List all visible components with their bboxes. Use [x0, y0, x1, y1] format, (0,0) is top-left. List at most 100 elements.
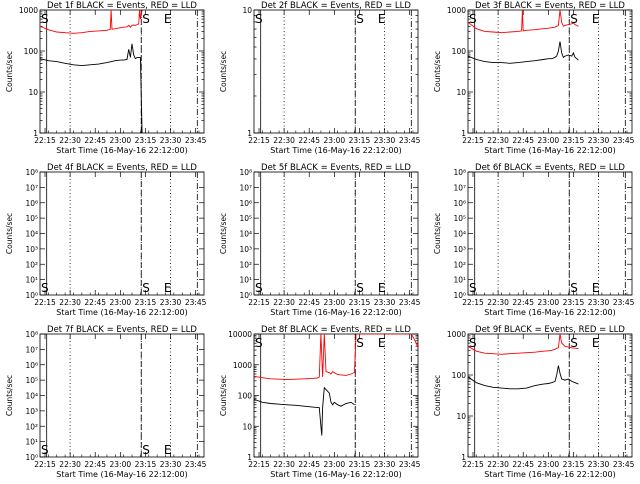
x-tick-label: 23:15 — [135, 460, 157, 469]
x-tick-label: 23:30 — [374, 136, 396, 145]
x-tick-label: 23:45 — [613, 136, 635, 145]
x-tick-label: 23:15 — [349, 298, 371, 307]
end-marker-label: E — [378, 336, 386, 350]
y-tick-label: 10² — [453, 260, 466, 269]
y-axis-label: Counts/sec — [433, 51, 442, 92]
x-axis-label: Start Time (16-May-16 22:12:00) — [484, 146, 615, 155]
start-marker-label: S — [255, 12, 263, 26]
x-tick-label: 22:15 — [248, 460, 270, 469]
x-axis-label: Start Time (16-May-16 22:12:00) — [270, 470, 401, 479]
x-tick-label: 23:15 — [135, 136, 157, 145]
x-tick-label: 22:45 — [84, 298, 106, 307]
x-tick-label: 23:45 — [613, 460, 635, 469]
y-tick-label: 10² — [25, 260, 38, 269]
panel-5: Det 5f BLACK = Events, RED = LLD 10⁰ 10¹ 10… — [219, 163, 421, 317]
y-tick-label: 10⁸ — [453, 168, 466, 177]
panel-9: Det 9f BLACK = Events, RED = LLD 1 10 100 10… — [433, 325, 635, 479]
y-tick-label: 1 — [33, 129, 38, 138]
start-marker-label: S — [41, 443, 49, 457]
panel-title: Det 1f BLACK = Events, RED = LLD — [47, 1, 197, 11]
y-tick-label: 1 — [461, 129, 466, 138]
start-marker-label: S — [255, 281, 263, 295]
panel-4: Det 4f BLACK = Events, RED = LLD 10⁰ 10¹ 10… — [5, 163, 207, 317]
panel-title: Det 8f BLACK = Events, RED = LLD — [261, 325, 411, 335]
panel-title: Det 3f BLACK = Events, RED = LLD — [475, 1, 625, 11]
y-axis-label: Counts/sec — [219, 375, 228, 416]
x-tick-label: 23:45 — [399, 460, 421, 469]
x-axis-label: Start Time (16-May-16 22:12:00) — [484, 470, 615, 479]
y-axis-label: Counts/sec — [433, 213, 442, 254]
start-marker-label: S — [41, 12, 49, 26]
x-tick-label: 22:30 — [273, 136, 295, 145]
x-tick-label: 23:45 — [185, 136, 207, 145]
y-tick-label: 10⁸ — [239, 168, 252, 177]
x-tick-label: 23:15 — [563, 298, 585, 307]
y-tick-label: 10⁶ — [239, 199, 252, 208]
x-tick-label: 23:30 — [588, 298, 610, 307]
end-marker-label: E — [164, 443, 172, 457]
y-tick-label: 10⁶ — [25, 361, 38, 370]
x-tick-label: 22:30 — [273, 298, 295, 307]
y-tick-label: 10 — [242, 6, 252, 15]
x-axis-label: Start Time (16-May-16 22:12:00) — [56, 146, 187, 155]
end-marker-label: E — [592, 12, 600, 26]
x-tick-label: 23:45 — [185, 298, 207, 307]
start-marker-label: S — [255, 336, 263, 350]
panel-title: Det 9f BLACK = Events, RED = LLD — [475, 325, 625, 335]
x-tick-label: 22:30 — [487, 460, 509, 469]
x-tick-label: 22:30 — [487, 298, 509, 307]
plot-frame — [467, 9, 633, 134]
panel-8: Det 8f BLACK = Events, RED = LLD 1 10 100 10… — [219, 325, 421, 479]
sae-marker-label: S — [142, 443, 150, 457]
plot-frame — [39, 9, 205, 134]
y-tick-label: 10⁷ — [453, 183, 466, 192]
sae-marker-label: S — [356, 336, 364, 350]
y-tick-label: 100 — [238, 392, 253, 401]
y-tick-label: 10⁰ — [453, 291, 466, 300]
x-tick-label: 22:15 — [34, 136, 56, 145]
x-axis-label: Start Time (16-May-16 22:12:00) — [270, 308, 401, 317]
plot-frame — [467, 333, 633, 458]
x-tick-label: 22:15 — [462, 298, 484, 307]
y-axis-label: Counts/sec — [219, 213, 228, 254]
x-tick-label: 23:00 — [324, 460, 346, 469]
x-tick-label: 22:15 — [248, 298, 270, 307]
start-marker-label: S — [469, 12, 477, 26]
sae-marker-label: S — [570, 12, 578, 26]
y-tick-label: 10⁵ — [25, 376, 38, 385]
x-tick-label: 22:15 — [34, 298, 56, 307]
plot-frame — [467, 171, 633, 296]
sae-marker-label: S — [142, 12, 150, 26]
x-tick-label: 22:30 — [487, 136, 509, 145]
lld-series-line — [468, 334, 579, 355]
lld-series-line — [468, 10, 579, 34]
lld-series-line — [40, 10, 143, 34]
y-tick-label: 10⁰ — [239, 291, 252, 300]
x-tick-label: 22:45 — [298, 298, 320, 307]
y-tick-label: 10 — [456, 412, 466, 421]
y-tick-label: 10⁴ — [239, 230, 252, 239]
x-tick-label: 23:30 — [160, 460, 182, 469]
x-axis-label: Start Time (16-May-16 22:12:00) — [56, 308, 187, 317]
y-tick-label: 10 — [28, 88, 38, 97]
y-tick-label: 10³ — [25, 245, 38, 254]
plot-frame — [253, 333, 419, 458]
start-marker-label: S — [469, 336, 477, 350]
y-tick-label: 10¹ — [453, 276, 466, 285]
y-tick-label: 10⁶ — [453, 199, 466, 208]
y-tick-label: 1000 — [447, 330, 466, 339]
y-tick-label: 100 — [452, 371, 467, 380]
y-tick-label: 10⁴ — [453, 230, 466, 239]
x-tick-label: 22:45 — [298, 460, 320, 469]
y-tick-label: 10⁰ — [25, 291, 38, 300]
y-tick-label: 10⁴ — [25, 230, 38, 239]
panel-title: Det 2f BLACK = Events, RED = LLD — [261, 1, 411, 11]
x-tick-label: 22:15 — [248, 136, 270, 145]
events-series-line — [468, 41, 579, 64]
y-tick-label: 10³ — [239, 245, 252, 254]
sae-marker-label: S — [570, 336, 578, 350]
end-marker-label: E — [378, 281, 386, 295]
sae-marker-label: S — [570, 281, 578, 295]
y-tick-label: 100 — [24, 47, 39, 56]
